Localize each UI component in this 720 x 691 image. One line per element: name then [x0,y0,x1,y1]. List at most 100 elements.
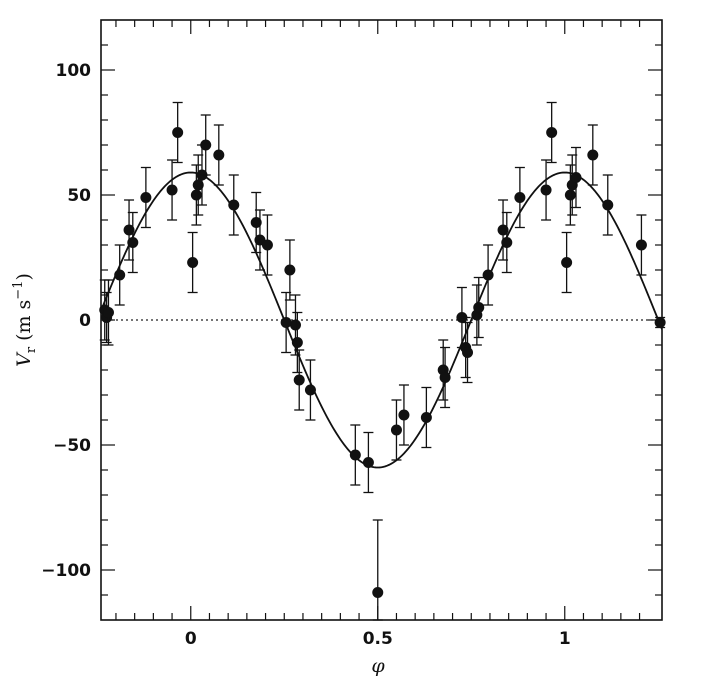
point-marker [228,199,240,211]
point-marker [546,127,558,138]
point-marker [349,449,361,461]
point-marker [289,319,301,331]
data-point [398,384,410,446]
data-point [514,166,526,229]
data-point [127,211,139,274]
tick-labels: 0 0.5 1 −100 −50 0 50 100 [41,61,570,649]
data-point [546,101,558,164]
data-point [570,146,582,209]
data-point [172,101,184,164]
data-point [497,199,509,261]
y-axis-unit-close: ) [13,273,35,280]
point-marker [362,457,374,468]
point-marker [102,307,114,318]
data-point [114,244,126,306]
data-point [293,349,305,411]
point-marker [140,192,152,203]
point-marker [250,217,262,228]
x-tick-label: 0 [185,629,197,649]
point-marker [398,409,410,421]
point-marker [497,224,509,236]
data-point [390,399,402,461]
point-marker [602,199,614,211]
x-axis-label: φ [371,655,385,677]
point-marker [654,317,666,328]
y-tick-label: 50 [67,186,91,206]
data-point [561,231,573,294]
y-axis-unit-open: (m s [13,300,35,347]
point-marker [501,237,513,248]
point-marker [372,587,384,598]
y-tick-label: 100 [56,61,92,81]
point-marker [284,264,296,276]
point-marker [570,172,582,183]
point-marker [192,179,204,191]
point-marker [280,317,292,328]
data-point [540,159,552,221]
point-marker [564,189,576,201]
point-marker [172,127,184,138]
data-point [261,214,273,276]
point-marker [635,239,647,251]
data-point [439,346,451,409]
data-point [284,239,296,301]
point-marker [304,384,316,396]
data-point [304,359,316,421]
point-marker [390,424,402,436]
y-axis-symbol: V [13,351,35,367]
y-tick-label: −50 [53,436,91,456]
data-point [471,284,483,346]
axis-ticks [101,20,662,620]
point-marker [587,149,599,161]
point-marker [462,347,474,358]
point-marker [540,184,552,196]
data-point [166,159,178,221]
x-tick-label: 0.5 [363,629,393,649]
point-marker [261,239,273,251]
data-point [654,316,666,329]
data-points [99,101,666,621]
data-point [280,291,292,354]
point-marker [127,237,139,248]
data-point [362,431,374,494]
point-marker [439,372,451,383]
data-point [187,231,199,294]
point-marker [482,269,494,281]
data-point [437,339,449,401]
data-point [482,244,494,306]
data-point [587,124,599,186]
data-point [635,214,647,276]
data-point [602,174,614,236]
point-marker [190,189,202,201]
data-point [213,124,225,186]
data-point [102,279,114,346]
data-point [200,114,212,176]
y-axis-subscript: r [24,346,39,353]
y-axis-unit-exponent: −1 [11,281,26,300]
x-tick-label: 1 [559,629,571,649]
data-point [462,321,474,384]
point-marker [293,374,305,386]
data-point [291,311,303,374]
point-marker [123,224,135,236]
point-marker [187,257,199,268]
point-marker [166,184,178,196]
point-marker [200,139,212,151]
y-axis-label: Vr (m s−1) [11,273,39,367]
data-point [190,164,202,226]
model-sine-curve [101,171,662,469]
y-tick-label: −100 [41,561,91,581]
point-marker [114,269,126,281]
data-point [372,519,384,621]
y-tick-label: 0 [79,311,91,331]
data-point [473,276,485,339]
point-marker [213,149,225,161]
point-marker [473,302,485,313]
point-marker [514,192,526,203]
data-point [420,386,432,449]
data-point [228,174,240,236]
data-point [140,166,152,229]
data-point [349,424,361,486]
point-marker [561,257,573,268]
